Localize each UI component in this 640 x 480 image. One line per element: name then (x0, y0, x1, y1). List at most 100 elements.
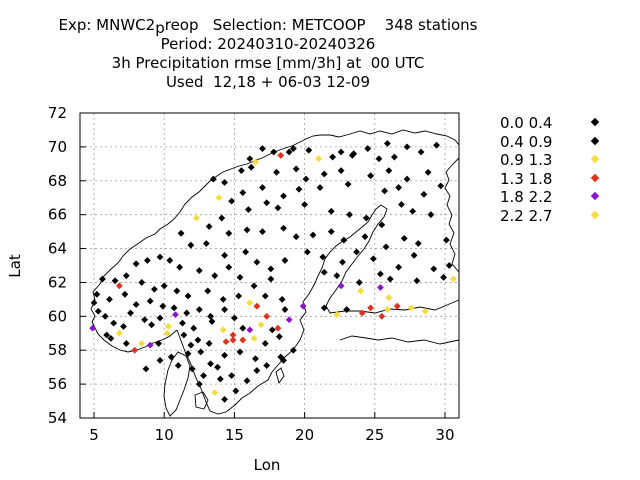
station-point (261, 340, 269, 347)
station-point (316, 184, 324, 191)
station-point (333, 272, 341, 280)
station-point (138, 279, 146, 286)
coastline-sweden-south (176, 329, 301, 415)
station-point (395, 263, 403, 271)
station-point (194, 336, 202, 344)
station-point (281, 257, 289, 264)
legend-entry: 0.0 0.4 (500, 114, 620, 133)
station-point (165, 323, 172, 330)
station-point (167, 353, 175, 361)
station-point (197, 348, 205, 356)
station-point (274, 324, 282, 332)
legend-marker (590, 173, 600, 182)
station-point (146, 297, 154, 305)
station-point (440, 273, 447, 281)
station-point (99, 275, 106, 283)
station-point (339, 258, 346, 266)
x-tick-label: 20 (295, 426, 314, 444)
station-point (403, 175, 411, 183)
station-point (208, 318, 216, 325)
station-point (211, 272, 219, 280)
station-point (219, 295, 227, 303)
station-point (357, 287, 365, 295)
y-tick-label: 66 (48, 206, 67, 224)
y-axis-label: Lat (6, 254, 24, 278)
station-point (238, 167, 245, 175)
station-point (121, 290, 129, 298)
station-point (172, 311, 179, 319)
station-point (292, 233, 300, 241)
station-point (358, 309, 366, 317)
station-point (364, 145, 372, 152)
x-tick-label: 30 (435, 426, 454, 444)
station-point (107, 334, 115, 342)
station-point (115, 282, 123, 290)
station-point (285, 316, 293, 324)
station-point (384, 306, 391, 313)
station-point (176, 263, 184, 271)
station-point (205, 340, 213, 347)
legend: 0.0 0.4 0.4 0.9 0.9 1.3 1.3 1.8 1.8 2.2 2.2 2… (500, 114, 620, 225)
station-point (257, 321, 265, 329)
station-point (106, 295, 113, 303)
station-point (235, 292, 243, 300)
station-point (346, 211, 353, 219)
station-point (252, 355, 259, 363)
station-point (413, 277, 421, 285)
station-point (221, 251, 228, 259)
coastline-denmark (163, 351, 209, 417)
station-point (120, 323, 127, 330)
station-point (225, 229, 233, 237)
legend-label: 1.8 2.2 (500, 188, 553, 206)
y-tick-label: 58 (48, 341, 67, 359)
station-point (221, 395, 228, 403)
station-point (367, 304, 374, 312)
station-point (353, 248, 360, 256)
station-point (409, 207, 417, 215)
station-point (261, 292, 269, 300)
station-point (177, 229, 185, 237)
station-point (190, 324, 198, 332)
station-point (231, 314, 238, 322)
station-point (267, 265, 275, 273)
station-point (195, 380, 203, 388)
station-point (188, 365, 196, 373)
station-point (285, 148, 293, 156)
station-point (122, 340, 130, 347)
station-point (122, 272, 130, 280)
station-point (183, 309, 191, 317)
station-point (187, 341, 195, 349)
station-point (417, 148, 425, 156)
station-point (187, 241, 195, 249)
station-point (299, 302, 307, 310)
station-point (229, 336, 237, 344)
station-point (320, 304, 328, 312)
station-point (200, 372, 207, 380)
station-point (132, 260, 140, 268)
station-point (437, 182, 445, 190)
station-point (184, 350, 192, 358)
station-point (170, 304, 178, 312)
station-point (420, 190, 428, 198)
station-point (148, 321, 155, 329)
station-point (242, 248, 250, 256)
y-tick-label: 60 (48, 307, 67, 325)
station-point (445, 262, 453, 269)
x-tick-label: 15 (225, 426, 244, 444)
y-tick-label: 62 (48, 273, 67, 291)
station-point (384, 140, 391, 147)
station-point (115, 329, 123, 337)
station-point (138, 340, 146, 347)
station-point (280, 192, 287, 200)
station-point (252, 158, 259, 166)
station-point (273, 168, 280, 176)
legend-label: 1.3 1.8 (500, 169, 553, 188)
station-point (253, 258, 261, 266)
station-point (156, 314, 164, 322)
station-point (277, 151, 285, 159)
station-point (344, 180, 352, 188)
station-point (239, 324, 247, 332)
station-point (327, 207, 335, 215)
station-point (184, 292, 192, 300)
